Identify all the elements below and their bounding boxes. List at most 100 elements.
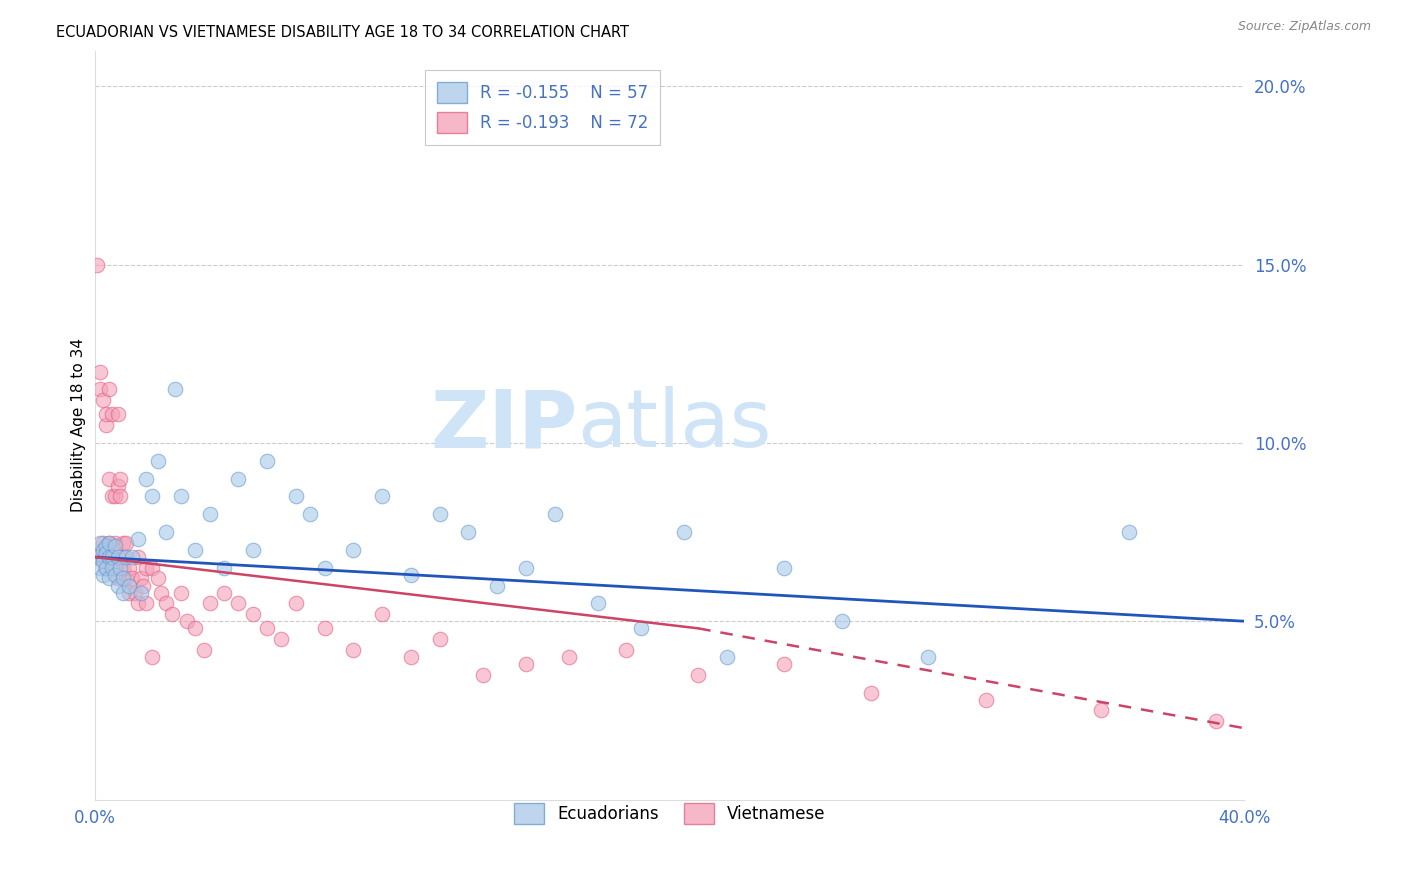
Point (91, 567, 114, 582)
Point (115, 535, 138, 549)
Point (97, 535, 120, 549)
Point (198, 508, 221, 522)
Point (314, 560, 336, 574)
Point (91, 542, 114, 557)
Point (97, 571, 120, 585)
Point (112, 585, 135, 599)
Point (104, 490, 127, 504)
Point (107, 578, 129, 592)
Point (129, 571, 152, 585)
Text: atlas: atlas (578, 386, 772, 464)
Point (101, 408, 124, 422)
Point (110, 490, 132, 504)
Point (112, 549, 135, 564)
Point (1090, 703, 1112, 717)
Point (146, 454, 169, 468)
Point (399, 567, 422, 582)
Point (371, 607, 394, 621)
Point (859, 685, 882, 699)
Point (135, 560, 157, 574)
Point (1205, 714, 1227, 728)
Point (212, 560, 235, 574)
Point (118, 578, 141, 592)
Point (226, 596, 249, 610)
Point (112, 535, 135, 549)
Point (112, 560, 135, 574)
Point (212, 585, 235, 599)
Point (160, 607, 183, 621)
Point (256, 454, 278, 468)
Point (127, 596, 149, 610)
Point (457, 525, 479, 540)
Point (485, 578, 508, 592)
Point (101, 560, 124, 574)
Point (429, 632, 451, 646)
Point (115, 571, 138, 585)
Point (110, 560, 132, 574)
Point (121, 549, 143, 564)
Point (141, 560, 163, 574)
Point (127, 532, 149, 546)
Point (124, 585, 146, 599)
Point (155, 525, 177, 540)
Point (94, 560, 117, 574)
Point (135, 596, 157, 610)
Point (672, 525, 695, 540)
Point (242, 542, 264, 557)
Point (1118, 525, 1140, 540)
Point (97, 472, 120, 486)
Point (97, 383, 120, 397)
Point (299, 508, 322, 522)
Point (141, 649, 163, 664)
Point (314, 621, 336, 635)
Point (515, 657, 537, 671)
Point (101, 549, 124, 564)
Point (86, 549, 108, 564)
Point (630, 621, 652, 635)
Point (773, 560, 796, 574)
Point (176, 614, 198, 628)
Text: ZIP: ZIP (430, 386, 578, 464)
Point (371, 490, 394, 504)
Point (107, 408, 129, 422)
Point (149, 585, 172, 599)
Point (543, 508, 565, 522)
Point (198, 596, 221, 610)
Point (184, 621, 207, 635)
Point (342, 542, 364, 557)
Point (89, 383, 111, 397)
Point (127, 549, 149, 564)
Point (115, 549, 138, 564)
Point (89, 535, 111, 549)
Point (91, 535, 114, 549)
Point (558, 649, 581, 664)
Point (101, 490, 124, 504)
Point (256, 621, 278, 635)
Point (226, 472, 249, 486)
Point (86, 549, 108, 564)
Point (94, 539, 117, 553)
Point (471, 667, 494, 681)
Point (155, 596, 177, 610)
Point (135, 472, 157, 486)
Point (688, 667, 710, 681)
Point (97, 549, 120, 564)
Point (94, 546, 117, 560)
Point (94, 560, 117, 574)
Point (284, 596, 307, 610)
Point (184, 542, 207, 557)
Point (284, 490, 307, 504)
Point (193, 642, 215, 657)
Point (165, 383, 187, 397)
Point (270, 632, 292, 646)
Point (170, 585, 193, 599)
Point (917, 649, 939, 664)
Point (110, 472, 132, 486)
Legend: Ecuadorians, Vietnamese: Ecuadorians, Vietnamese (502, 791, 837, 836)
Point (429, 508, 451, 522)
Point (515, 560, 537, 574)
Point (107, 571, 129, 585)
Point (773, 657, 796, 671)
Point (141, 490, 163, 504)
Point (146, 571, 169, 585)
